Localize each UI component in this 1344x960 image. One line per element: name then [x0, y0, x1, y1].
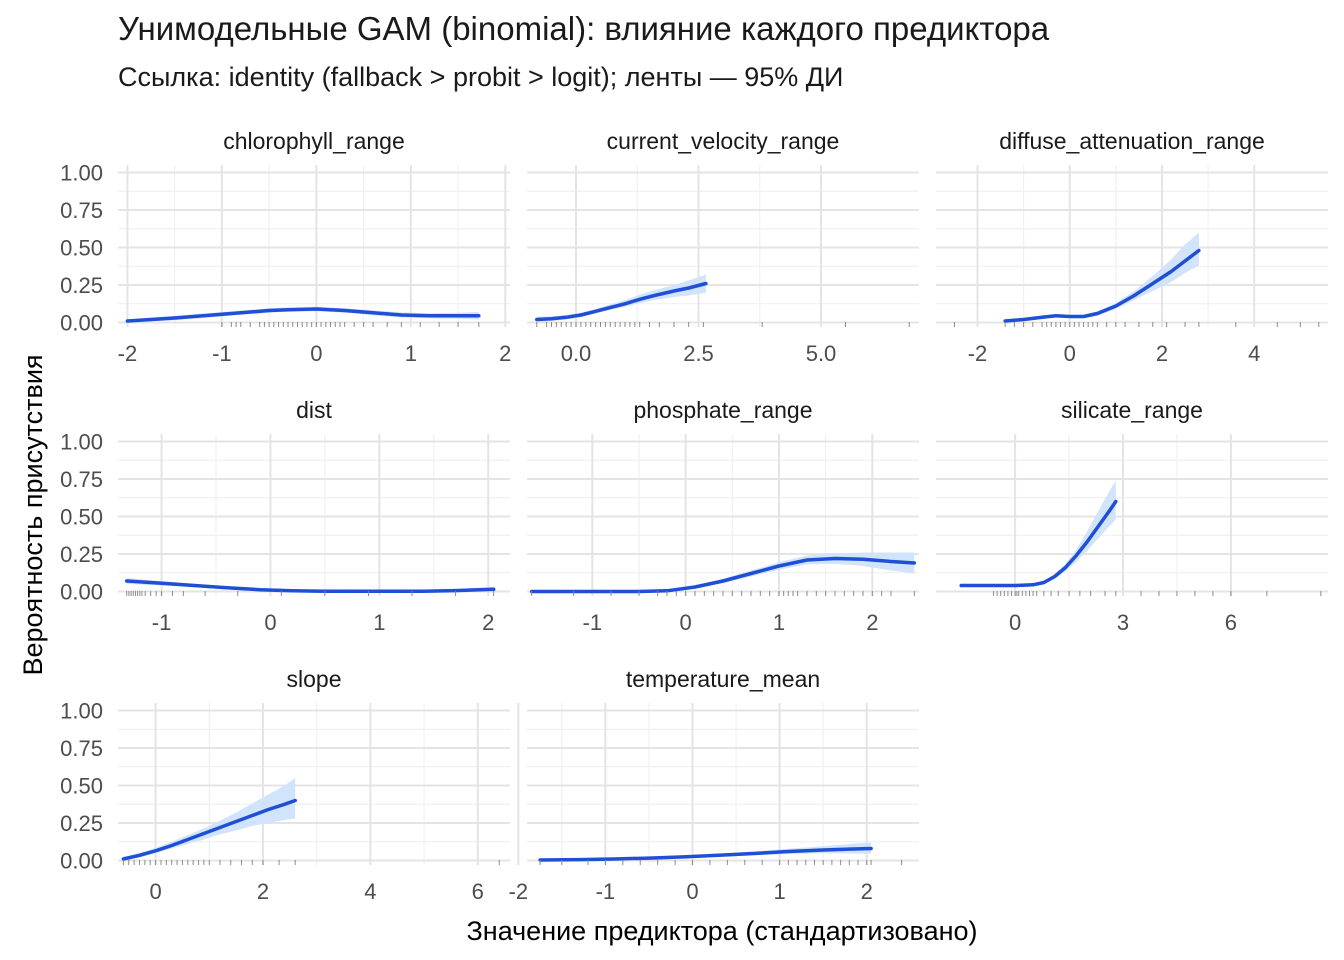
x-tick-label: 1	[773, 610, 785, 635]
x-tick-label: -2	[509, 879, 529, 904]
y-tick-label: 0.75	[60, 467, 103, 492]
chart-subtitle: Ссылка: identity (fallback > probit > lo…	[118, 62, 844, 92]
y-tick-label: 1.00	[60, 430, 103, 455]
y-tick-label: 0.00	[60, 311, 103, 336]
x-tick-label: 0	[264, 610, 276, 635]
x-tick-label: 0	[1009, 610, 1021, 635]
x-tick-label: -2	[118, 341, 138, 366]
x-tick-label: 0	[680, 610, 692, 635]
series-line	[121, 798, 297, 861]
facet-panel: diffuse_attenuation_range -2 0 2 4	[936, 128, 1328, 366]
y-tick-label: 0.25	[60, 811, 103, 836]
x-tick-label: 4	[1248, 341, 1260, 366]
x-tick-label: 2	[499, 341, 511, 366]
series-line	[124, 579, 496, 593]
x-tick-label: -1	[596, 879, 616, 904]
series-line	[529, 556, 917, 594]
confidence-ribbon	[531, 552, 915, 592]
series-line	[538, 846, 873, 862]
facet-strip-title: slope	[287, 666, 342, 692]
facet-strip-title: chlorophyll_range	[223, 128, 405, 154]
series-line	[535, 281, 708, 322]
x-tick-label: 4	[364, 879, 376, 904]
facet-strip-title: phosphate_range	[633, 397, 812, 423]
x-tick-label: -1	[212, 341, 232, 366]
x-tick-label: 6	[472, 879, 484, 904]
x-tick-label: -2	[968, 341, 988, 366]
facet-strip-title: current_velocity_range	[607, 128, 840, 154]
x-tick-label: 3	[1117, 610, 1129, 635]
facet-panel: current_velocity_range 0.0 2.5 5.0	[527, 128, 919, 366]
facet-strip-title: dist	[296, 397, 332, 423]
y-tick-label: 0.50	[60, 236, 103, 261]
chart-title: Унимодельные GAM (binomial): влияние каж…	[118, 10, 1050, 47]
y-tick-label: 0.25	[60, 273, 103, 298]
y-tick-label: 0.00	[60, 580, 103, 605]
y-tick-label: 0.25	[60, 542, 103, 567]
x-tick-label: 2	[257, 879, 269, 904]
series-line	[1003, 248, 1201, 323]
facet-strip-title: diffuse_attenuation_range	[999, 128, 1265, 154]
confidence-ribbon	[961, 480, 1116, 587]
y-tick-label: 0.75	[60, 736, 103, 761]
x-tick-label: 5.0	[806, 341, 837, 366]
series-line	[125, 307, 481, 323]
facet-panel: slope 0.00 0.25 0.50 0.75 1.00 0 2 4 6	[60, 666, 510, 904]
facet-panel: dist 0.00 0.25 0.50 0.75 1.00 -1 0 1 2	[60, 397, 510, 635]
series-line	[959, 499, 1118, 588]
facet-panel: chlorophyll_range 0.00 0.25 0.50 0.75 1.00 -2 -…	[60, 128, 511, 366]
confidence-ribbon	[123, 778, 296, 861]
facet-panel: silicate_range 0 3 6	[936, 397, 1328, 635]
x-tick-label: 2	[1156, 341, 1168, 366]
y-tick-label: 0.00	[60, 849, 103, 874]
confidence-ribbon	[536, 274, 706, 323]
x-tick-label: 6	[1225, 610, 1237, 635]
x-tick-label: 2	[866, 610, 878, 635]
y-tick-label: 1.00	[60, 699, 103, 724]
x-tick-label: 2	[861, 879, 873, 904]
y-tick-label: 0.75	[60, 198, 103, 223]
x-tick-label: 0	[149, 879, 161, 904]
x-tick-label: 2	[482, 610, 494, 635]
x-axis-title: Значение предиктора (стандартизовано)	[466, 916, 977, 946]
x-tick-label: 1	[405, 341, 417, 366]
y-tick-label: 0.50	[60, 505, 103, 530]
x-tick-label: 0	[1064, 341, 1076, 366]
x-tick-label: 2.5	[683, 341, 714, 366]
x-tick-label: 1	[773, 879, 785, 904]
y-tick-label: 0.50	[60, 774, 103, 799]
x-tick-label: 0	[310, 341, 322, 366]
facet-panel: temperature_mean -2 -1 0 1 2	[509, 666, 919, 904]
x-tick-label: 1	[373, 610, 385, 635]
x-tick-label: 0	[686, 879, 698, 904]
x-tick-label: -1	[583, 610, 603, 635]
facet-strip-title: silicate_range	[1061, 397, 1203, 423]
confidence-ribbon	[1005, 232, 1199, 323]
facet-strip-title: temperature_mean	[626, 666, 820, 692]
facet-panels: chlorophyll_range0.000.250.500.751.00-2-…	[60, 128, 1328, 904]
y-tick-label: 1.00	[60, 161, 103, 186]
x-tick-label: 0.0	[561, 341, 592, 366]
facet-panel: phosphate_range -1 0 1 2	[527, 397, 919, 635]
x-tick-label: -1	[152, 610, 172, 635]
y-axis-title: Вероятность присутствия	[18, 354, 48, 675]
